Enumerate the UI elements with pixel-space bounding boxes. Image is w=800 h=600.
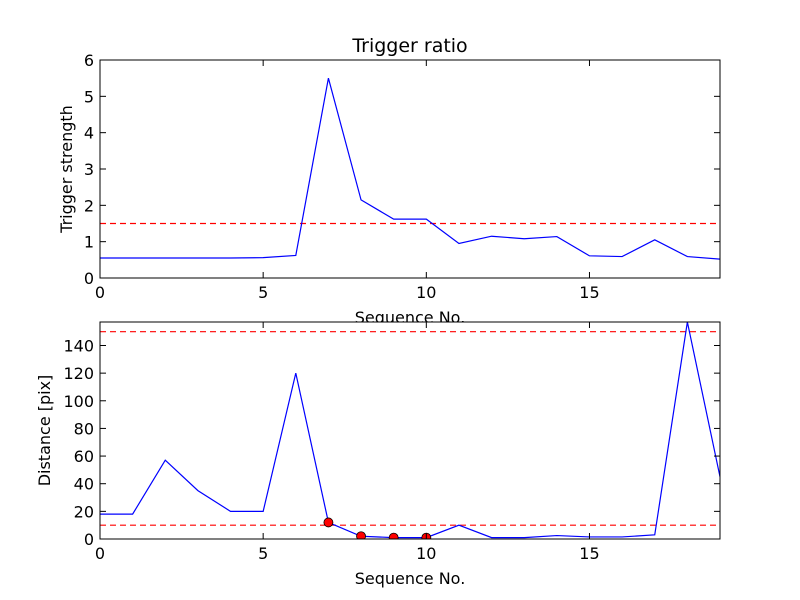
chart1-y-axis-label: Trigger strength (57, 105, 76, 234)
chart2-marker-1 (356, 531, 366, 539)
chart1-y-tick-label-6: 6 (84, 51, 94, 70)
chart1-x-tick-label-0: 0 (95, 283, 105, 302)
chart2-x-tick-label-3: 15 (579, 544, 599, 563)
chart2-plot-content (100, 322, 720, 539)
chart1-x-tick-label-3: 15 (579, 283, 599, 302)
chart1-x-tick-label-1: 5 (258, 283, 268, 302)
chart2-marker-2 (388, 532, 399, 539)
chart1-y-tick-label-3: 3 (84, 160, 94, 179)
chart2-x-tick-label-1: 5 (258, 544, 268, 563)
chart2-y-tick-label-2: 40 (74, 475, 94, 494)
chart2-x-tick-label-0: 0 (95, 544, 105, 563)
chart2-y-tick-label-3: 60 (74, 447, 94, 466)
chart2-y-tick-label-6: 120 (63, 364, 94, 383)
chart1-plot-area (100, 60, 720, 278)
chart1-y-tick-label-1: 1 (84, 233, 94, 252)
chart1-y-tick-label-4: 4 (84, 124, 94, 143)
chart2-y-axis-label: Distance [pix] (35, 375, 54, 487)
chart2-y-tick-label-4: 80 (74, 419, 94, 438)
chart1-plot-content (100, 78, 720, 260)
chart1-y-tick-label-0: 0 (84, 269, 94, 288)
chart2-x-tick-label-2: 10 (416, 544, 436, 563)
chart1-title: Trigger ratio (351, 35, 467, 57)
chart2-y-tick-label-0: 0 (84, 530, 94, 549)
chart2-frame (99, 321, 721, 540)
chart2-marker-0 (323, 517, 334, 528)
chart1-y-tick-label-5: 5 (84, 87, 94, 106)
chart2-y-tick-label-7: 140 (63, 336, 94, 355)
chart2-y-tick-label-1: 20 (74, 502, 94, 521)
chart2-series-line-0 (100, 322, 720, 539)
chart1-y-tick-label-2: 2 (84, 196, 94, 215)
chart1-series-line-0 (100, 78, 720, 260)
chart1-x-tick-label-2: 10 (416, 283, 436, 302)
chart2-y-tick-label-5: 100 (63, 392, 94, 411)
bottom-chart-distance: 0 5 10 15 0 20 40 60 80 100 120 140 Sequence No. Dist… (35, 321, 721, 588)
chart2-x-axis-label: Sequence No. (355, 569, 466, 588)
chart2-plot-area (100, 322, 720, 539)
